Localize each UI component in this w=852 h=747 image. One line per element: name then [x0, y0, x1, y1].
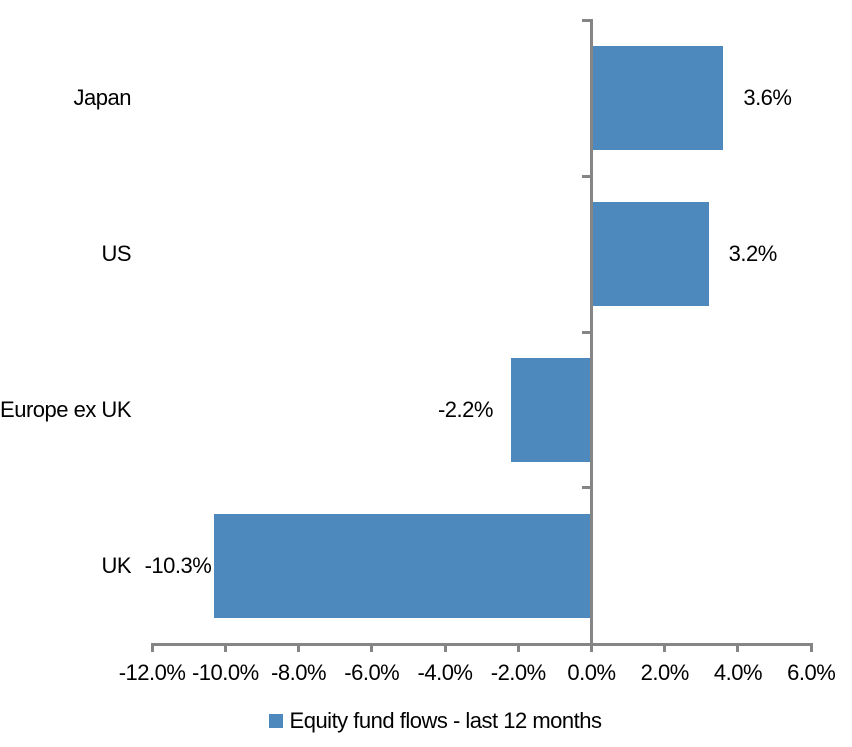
value-axis-line — [150, 643, 813, 646]
y-tick — [582, 174, 590, 178]
bar-europe-ex-uk — [510, 358, 590, 462]
legend-marker-square — [268, 714, 283, 728]
legend-label: Equity fund flows - last 12 months — [289, 708, 602, 733]
data-label-uk: -10.3% — [144, 552, 212, 578]
x-tick-8-0 — [297, 646, 301, 652]
bar-us — [593, 202, 709, 307]
x-tick-label-4-0: -4.0% — [417, 660, 473, 685]
data-label-europe-ex-uk: -2.2% — [437, 397, 493, 422]
x-tick-4-0 — [443, 646, 447, 652]
y-tick — [582, 330, 590, 334]
bar-uk — [214, 513, 590, 618]
x-tick-4-0 — [736, 646, 740, 652]
x-tick-0-0 — [590, 646, 593, 652]
x-tick-2-0 — [516, 646, 520, 652]
data-label-japan: 3.6% — [743, 85, 792, 111]
x-tick-label-2-0: 2.0% — [640, 660, 690, 685]
y-tick — [582, 19, 590, 22]
chart-legend: Equity fund flows - last 12 months — [0, 708, 852, 734]
x-tick-label-6-0: 6.0% — [787, 660, 836, 685]
category-label-japan: Japan — [73, 85, 132, 111]
x-tick-label-10-0: -10.0% — [191, 660, 259, 685]
bar-japan — [593, 46, 724, 151]
x-tick-label-8-0: -8.0% — [271, 660, 327, 685]
x-tick-label-12-0: -12.0% — [118, 660, 186, 685]
category-label-us: US — [101, 241, 131, 267]
x-tick-6-0 — [370, 646, 374, 652]
category-axis-line — [590, 19, 593, 652]
x-tick-label-4-0: 4.0% — [713, 660, 763, 685]
x-tick-6-0 — [809, 646, 813, 652]
x-tick-label-2-0: -2.0% — [490, 660, 546, 685]
x-tick-10-0 — [223, 646, 227, 652]
category-label-europe-ex-uk: Europe ex UK — [0, 397, 131, 422]
x-tick-12-0 — [150, 646, 154, 652]
x-tick-label-0-0: 0.0% — [567, 660, 616, 685]
y-tick — [582, 486, 590, 490]
x-tick-label-6-0: -6.0% — [344, 660, 400, 685]
x-tick-2-0 — [663, 646, 667, 652]
category-label-uk: UK — [101, 552, 131, 578]
data-label-us: 3.2% — [728, 241, 778, 267]
